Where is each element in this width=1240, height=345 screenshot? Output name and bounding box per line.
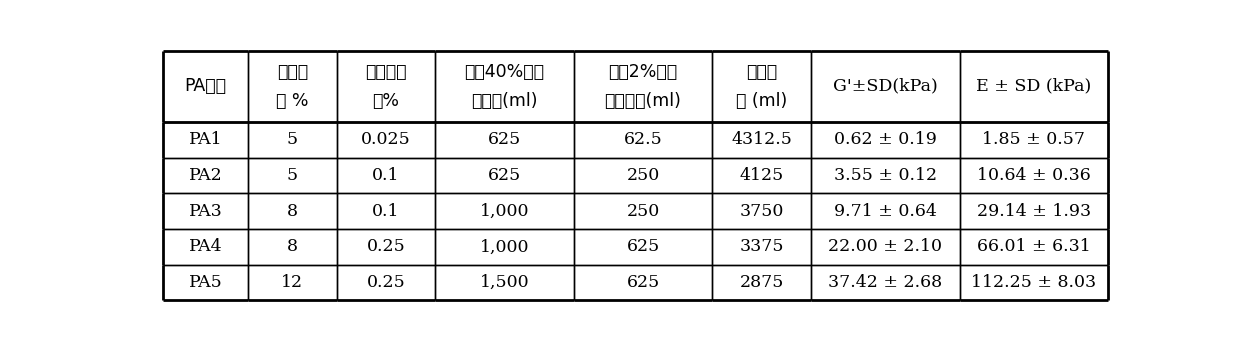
Text: 5: 5	[286, 167, 298, 184]
Text: 62.5: 62.5	[624, 131, 662, 148]
Text: 稀释40%的丙: 稀释40%的丙	[464, 63, 544, 81]
Text: 3750: 3750	[739, 203, 784, 220]
Text: 水 (ml): 水 (ml)	[737, 91, 787, 109]
Text: 0.62 ± 0.19: 0.62 ± 0.19	[833, 131, 936, 148]
Text: 625: 625	[626, 274, 660, 291]
Text: E ± SD (kPa): E ± SD (kPa)	[976, 78, 1091, 95]
Text: 22.00 ± 2.10: 22.00 ± 2.10	[828, 238, 942, 255]
Text: 胺%: 胺%	[372, 91, 399, 109]
Text: 去离子: 去离子	[746, 63, 777, 81]
Text: 0.25: 0.25	[366, 238, 405, 255]
Text: 10.64 ± 0.36: 10.64 ± 0.36	[977, 167, 1091, 184]
Text: 250: 250	[626, 203, 660, 220]
Text: G'±SD(kPa): G'±SD(kPa)	[833, 78, 937, 95]
Text: 625: 625	[626, 238, 660, 255]
Text: 66.01 ± 6.31: 66.01 ± 6.31	[977, 238, 1091, 255]
Text: 0.1: 0.1	[372, 167, 399, 184]
Text: 3.55 ± 0.12: 3.55 ± 0.12	[833, 167, 936, 184]
Text: 烯酰胺(ml): 烯酰胺(ml)	[471, 91, 538, 109]
Text: 5: 5	[286, 131, 298, 148]
Text: 0.1: 0.1	[372, 203, 399, 220]
Text: 8: 8	[286, 238, 298, 255]
Text: 1,000: 1,000	[480, 238, 529, 255]
Text: 1,500: 1,500	[480, 274, 529, 291]
Text: 4125: 4125	[739, 167, 784, 184]
Text: 3375: 3375	[739, 238, 784, 255]
Text: 丙烯酰胺(ml): 丙烯酰胺(ml)	[605, 91, 682, 109]
Text: PA5: PA5	[188, 274, 222, 291]
Text: 1.85 ± 0.57: 1.85 ± 0.57	[982, 131, 1085, 148]
Text: 0.025: 0.025	[361, 131, 410, 148]
Text: 4312.5: 4312.5	[732, 131, 792, 148]
Text: PA3: PA3	[188, 203, 222, 220]
Text: 双丙烯酰: 双丙烯酰	[365, 63, 407, 81]
Text: 9.71 ± 0.64: 9.71 ± 0.64	[833, 203, 936, 220]
Text: 29.14 ± 1.93: 29.14 ± 1.93	[977, 203, 1091, 220]
Text: 625: 625	[487, 167, 521, 184]
Text: 1,000: 1,000	[480, 203, 529, 220]
Text: 250: 250	[626, 167, 660, 184]
Text: PA4: PA4	[188, 238, 222, 255]
Text: PA2: PA2	[188, 167, 222, 184]
Text: 112.25 ± 8.03: 112.25 ± 8.03	[971, 274, 1096, 291]
Text: 37.42 ± 2.68: 37.42 ± 2.68	[828, 274, 942, 291]
Text: 2875: 2875	[739, 274, 784, 291]
Text: 12: 12	[281, 274, 304, 291]
Text: 胺 %: 胺 %	[277, 91, 309, 109]
Text: PA凝胶: PA凝胶	[185, 77, 227, 95]
Text: 稀释2%的双: 稀释2%的双	[609, 63, 677, 81]
Text: 0.25: 0.25	[366, 274, 405, 291]
Text: PA1: PA1	[188, 131, 222, 148]
Text: 625: 625	[487, 131, 521, 148]
Text: 丙烯酰: 丙烯酰	[277, 63, 308, 81]
Text: 8: 8	[286, 203, 298, 220]
